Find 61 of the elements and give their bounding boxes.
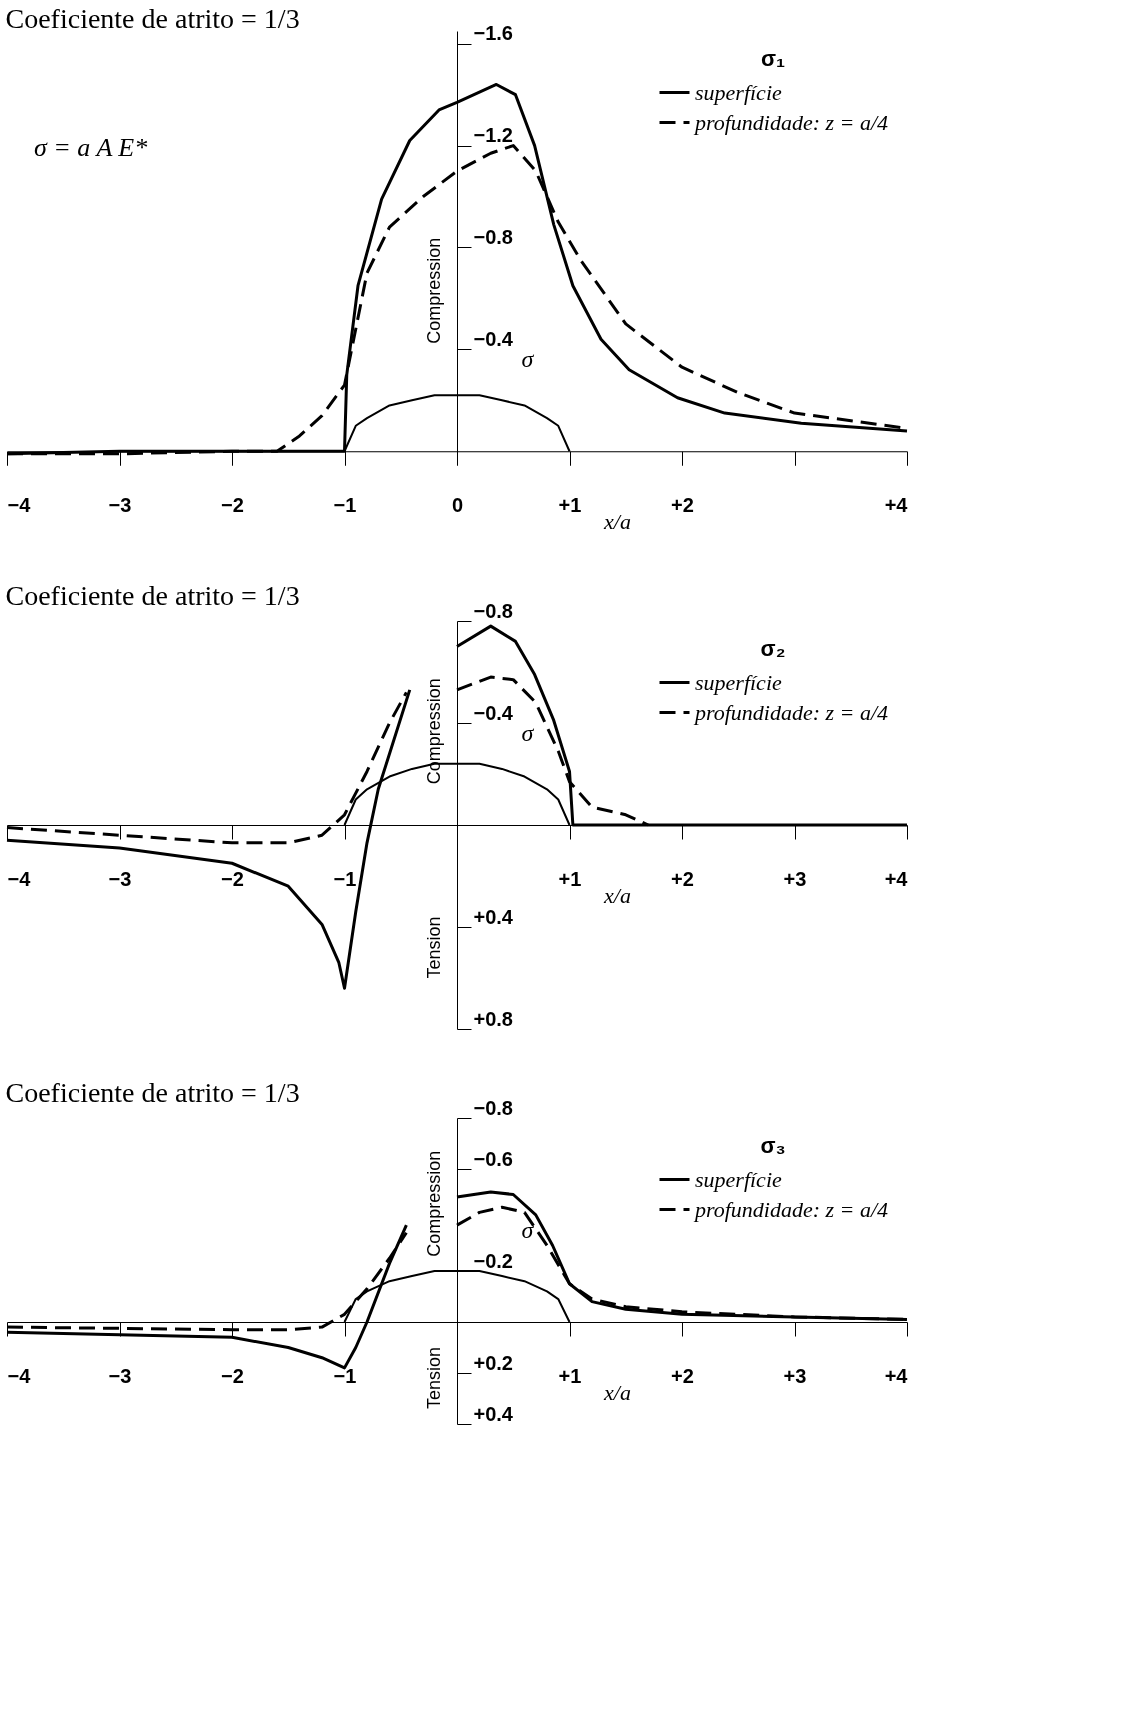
x-tick-label: +3 xyxy=(783,867,807,890)
annotation: Tension xyxy=(423,916,444,979)
legend-title: σ₃ xyxy=(760,1133,786,1158)
y-tick-label: +0.8 xyxy=(473,1007,513,1030)
x-tick-label: +4 xyxy=(884,867,909,890)
x-tick-label: −1 xyxy=(333,493,357,516)
annotation: Compression xyxy=(423,237,444,344)
y-tick-label: +0.4 xyxy=(473,905,514,928)
y-tick-label: −0.4 xyxy=(473,701,514,724)
x-tick-label: −2 xyxy=(221,493,244,516)
y-tick-label: −0.8 xyxy=(473,599,513,622)
x-tick-label: +3 xyxy=(783,1364,807,1387)
x-axis-title: x/a xyxy=(603,508,631,534)
y-tick-label: +0.4 xyxy=(473,1402,514,1425)
x-tick-label: 0 xyxy=(451,493,464,516)
x-tick-label: +1 xyxy=(558,1364,582,1387)
x-tick-label: +2 xyxy=(671,1364,694,1387)
annotation: Tension xyxy=(423,1347,444,1410)
legend-label: superfície xyxy=(695,1166,782,1192)
chart-title: Coeficiente de atrito = 1/3 xyxy=(5,2,300,34)
x-tick-label: +1 xyxy=(558,867,582,890)
x-axis-title: x/a xyxy=(603,1379,631,1405)
legend-label: profundidade: z = a/4 xyxy=(693,109,889,135)
annotation: σ = a A E* xyxy=(34,132,148,162)
y-axis-title: σ xyxy=(521,1216,535,1243)
y-tick-label: −0.4 xyxy=(473,327,514,350)
x-tick-label: −4 xyxy=(7,493,32,516)
x-tick-label: −3 xyxy=(108,1364,132,1387)
chart-title: Coeficiente de atrito = 1/3 xyxy=(5,580,300,611)
x-tick-label: −3 xyxy=(108,867,132,890)
x-tick-label: +2 xyxy=(671,867,694,890)
x-tick-label: +4 xyxy=(884,1364,909,1387)
legend-label: profundidade: z = a/4 xyxy=(693,699,889,725)
x-tick-label: +1 xyxy=(558,493,582,516)
x-tick-label: −2 xyxy=(221,1364,244,1387)
x-tick-label: −4 xyxy=(7,867,32,890)
legend-label: superfície xyxy=(695,79,782,105)
y-tick-label: −0.2 xyxy=(473,1249,513,1272)
annotation: Compression xyxy=(423,1150,444,1257)
legend-title: σ₁ xyxy=(760,46,786,71)
x-tick-label: −3 xyxy=(108,493,132,516)
x-tick-label: −1 xyxy=(333,1364,357,1387)
x-tick-label: −1 xyxy=(333,867,357,890)
x-tick-label: −2 xyxy=(221,867,244,890)
x-tick-label: +4 xyxy=(884,493,909,516)
x-axis-title: x/a xyxy=(603,882,631,908)
y-axis-title: σ xyxy=(521,345,535,372)
y-tick-label: −0.6 xyxy=(473,1147,513,1170)
x-tick-label: −4 xyxy=(7,1364,32,1387)
y-tick-label: −1.2 xyxy=(473,124,513,147)
y-tick-label: −0.8 xyxy=(473,1096,513,1119)
annotation: Compression xyxy=(423,678,444,785)
y-axis-title: σ xyxy=(521,719,535,746)
y-tick-label: +0.2 xyxy=(473,1351,513,1374)
chart-title: Coeficiente de atrito = 1/3 xyxy=(5,1077,300,1108)
y-tick-label: −0.8 xyxy=(473,226,513,248)
legend-label: profundidade: z = a/4 xyxy=(693,1196,889,1222)
legend-label: superfície xyxy=(695,669,782,695)
x-tick-label: +2 xyxy=(671,493,694,516)
y-tick-label: −1.6 xyxy=(473,22,513,45)
legend-title: σ₂ xyxy=(760,636,786,661)
